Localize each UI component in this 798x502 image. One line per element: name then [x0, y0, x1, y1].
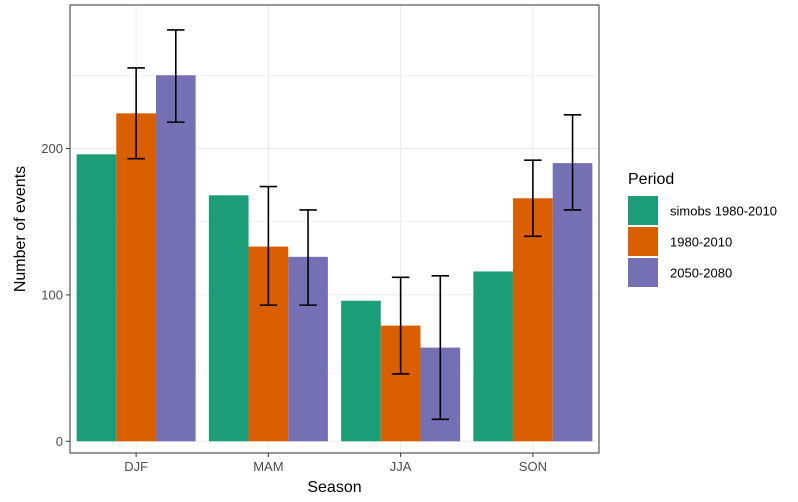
error-bar-son-2: [563, 114, 582, 211]
legend: Period simobs 1980-2010 1980-2010 2050-208…: [628, 171, 777, 287]
legend-label-2: 2050-2080: [670, 266, 732, 281]
bar-mam-0: [208, 195, 249, 442]
y-tick-label: 0: [56, 434, 63, 449]
legend-title: Period: [628, 171, 674, 188]
x-tick-label-mam: MAM: [253, 459, 283, 474]
legend-label-0: simobs 1980-2010: [670, 204, 777, 219]
bar-djf-1: [116, 113, 156, 442]
legend-key-0: [628, 196, 658, 225]
y-tick-label: 200: [41, 141, 63, 156]
y-tick-label: 100: [41, 287, 63, 302]
legend-label-1: 1980-2010: [670, 235, 732, 250]
x-axis-title: Season: [307, 479, 361, 496]
error-bar-djf-1: [127, 67, 145, 160]
axes: 0 100 200 DJF MAM JJA SON: [41, 141, 547, 474]
bar-son-0: [473, 271, 514, 442]
y-axis-title: Number of events: [12, 166, 29, 292]
x-tick-label-djf: DJF: [124, 459, 148, 474]
error-bar-djf-2: [167, 29, 185, 123]
error-bar-jja-1: [391, 276, 410, 375]
bar-jja-0: [341, 300, 381, 442]
error-bar-jja-2: [431, 275, 450, 421]
x-tick-label-jja: JJA: [390, 459, 412, 474]
legend-key-1: [628, 227, 658, 256]
legend-key-2: [628, 258, 658, 287]
bar-djf-2: [155, 75, 196, 442]
error-bars: [127, 29, 582, 421]
x-tick-label-son: SON: [519, 459, 547, 474]
error-bar-son-1: [524, 159, 542, 238]
error-bar-mam-1: [259, 185, 278, 306]
panel-border: [69, 4, 600, 454]
error-bar-mam-2: [299, 209, 317, 306]
bar-djf-0: [76, 154, 117, 442]
bar-son-1: [513, 198, 553, 442]
bars: [76, 75, 593, 442]
